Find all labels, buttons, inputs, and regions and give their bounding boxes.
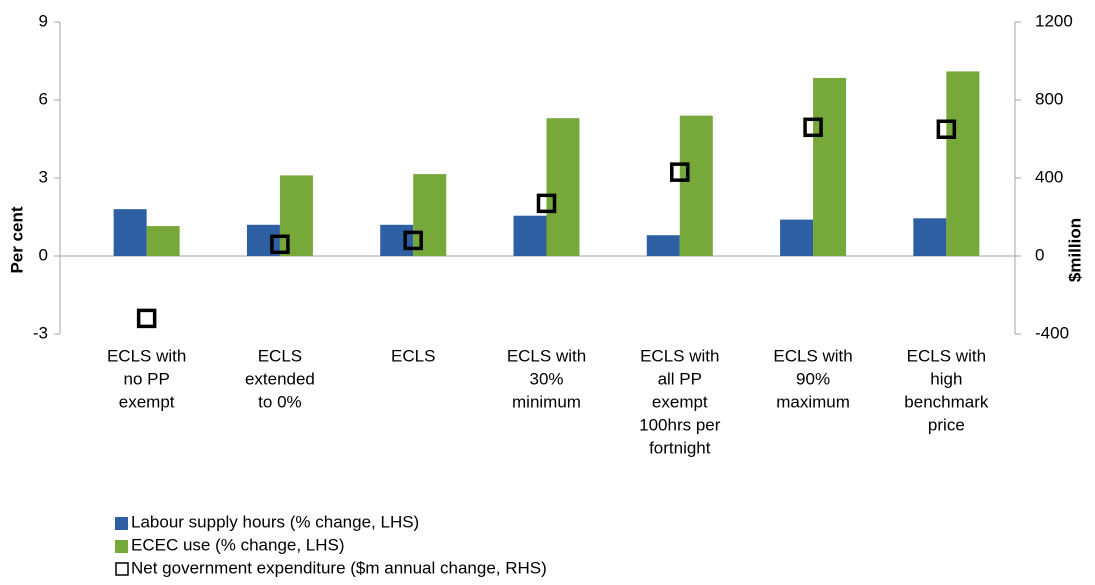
x-tick-label: maximum (776, 392, 850, 411)
x-tick-label: ECLS with (107, 346, 186, 365)
y2-tick-label: -400 (1035, 323, 1069, 342)
bar (780, 219, 814, 256)
legend-label: Net government expenditure ($m annual ch… (131, 558, 547, 577)
legend-swatch (115, 562, 129, 576)
bar (679, 115, 713, 256)
x-tick-label: to 0% (258, 392, 301, 411)
bar (380, 224, 414, 256)
bar (279, 175, 313, 256)
x-tick-label: ECLS (391, 346, 435, 365)
x-tick-label: high (930, 369, 962, 388)
x-tick-label: 100hrs per (639, 415, 721, 434)
bar (813, 77, 847, 257)
bar (946, 71, 980, 257)
x-tick-label: 90% (796, 369, 830, 388)
marker (803, 117, 823, 138)
x-tick-label: benchmark (904, 392, 989, 411)
y2-axis-title: $million (1065, 218, 1084, 282)
marker (536, 193, 557, 214)
legend-swatch (115, 540, 128, 553)
x-tick-label: no PP (123, 369, 169, 388)
x-tick-label: extended (245, 369, 315, 388)
x-tick-label: 30% (529, 369, 563, 388)
marker (270, 234, 290, 255)
marker (936, 119, 957, 139)
legend-label: Labour supply hours (% change, LHS) (131, 512, 419, 531)
x-tick-label: ECLS with (640, 346, 719, 365)
y-tick-label: -3 (33, 323, 48, 342)
x-tick-label: exempt (119, 392, 175, 411)
y2-tick-label: 400 (1035, 167, 1063, 186)
bar (646, 235, 680, 256)
x-tick-label: price (928, 415, 965, 434)
y-tick-label: 0 (39, 245, 48, 264)
y-tick-label: 3 (39, 167, 48, 186)
y-tick-label: 9 (39, 11, 48, 30)
x-tick-label: minimum (512, 392, 581, 411)
y2-tick-label: 800 (1035, 89, 1063, 108)
legend-label: ECEC use (% change, LHS) (131, 535, 345, 554)
y2-tick-label: 1200 (1035, 11, 1073, 30)
marker (136, 308, 157, 329)
y-axis-title: Per cent (7, 206, 26, 273)
y2-tick-label: 0 (1035, 245, 1044, 264)
bar (413, 174, 447, 256)
x-tick-label: all PP (658, 369, 702, 388)
marker (670, 162, 690, 182)
x-tick-label: exempt (652, 392, 708, 411)
x-tick-label: ECLS with (773, 346, 852, 365)
legend-swatch (115, 517, 128, 530)
y-tick-label: 6 (39, 89, 48, 108)
x-tick-label: ECLS (258, 346, 302, 365)
x-tick-label: ECLS with (907, 346, 986, 365)
bar (513, 215, 547, 256)
bar (146, 226, 180, 256)
bar (913, 218, 947, 256)
marker (403, 230, 423, 251)
x-tick-label: fortnight (649, 438, 711, 457)
bar (113, 209, 147, 256)
bar (546, 118, 580, 256)
x-tick-label: ECLS with (507, 346, 586, 365)
